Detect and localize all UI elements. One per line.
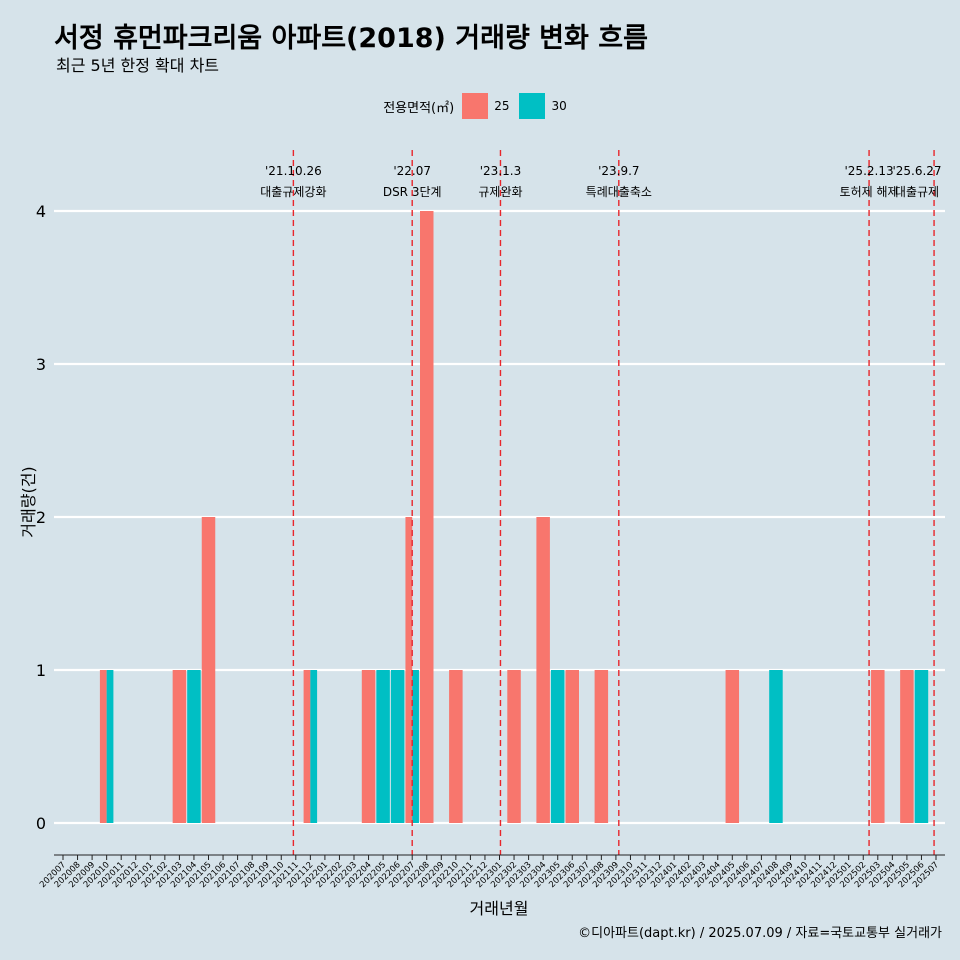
y-tick-label-0: 0	[36, 814, 46, 833]
bar-25-202405	[725, 670, 740, 823]
bar-25-202304	[536, 517, 550, 823]
bar-25-202207	[405, 517, 413, 823]
caption: ©디아파트(dapt.kr) / 2025.07.09 / 자료=국토교통부 실…	[578, 926, 942, 941]
bar-30-202112	[310, 670, 318, 823]
y-tick-label-2: 2	[36, 508, 46, 527]
legend-label-30: 30	[551, 99, 567, 113]
chart-subtitle: 최근 5년 한정 확대 차트	[56, 56, 220, 75]
bar-30-202305	[550, 670, 565, 823]
chart-title: 서정 휴먼파크리움 아파트(2018) 거래량 변화 흐름	[54, 23, 648, 54]
event-date-4: '25.2.13	[845, 164, 894, 178]
bar-25-202306	[565, 670, 579, 823]
x-axis-title: 거래년월	[470, 899, 529, 918]
event-label-2: 규제완화	[478, 185, 522, 199]
legend-swatch-30	[519, 93, 546, 119]
legend-item-25: 25	[462, 93, 509, 119]
event-date-1: '22.07	[393, 164, 431, 178]
event-label-4: 토허제 해제	[840, 185, 899, 199]
event-date-2: '23.1.3	[480, 164, 521, 178]
event-date-5: '25.6.27	[892, 164, 941, 178]
legend-item-30: 30	[519, 93, 567, 119]
bar-25-202503	[871, 670, 885, 823]
bar-25-202302	[507, 670, 521, 823]
bar-25-202010	[99, 670, 107, 823]
legend-swatch-25	[462, 93, 489, 119]
y-tick-label-3: 3	[36, 355, 46, 374]
bar-30-202207	[412, 670, 419, 823]
bar-25-202308	[594, 670, 609, 823]
event-label-0: 대출규제강화	[260, 185, 326, 199]
bar-25-202210	[449, 670, 463, 823]
legend: 전용면적(㎡) 25 30	[0, 93, 960, 119]
bar-25-202103	[172, 670, 187, 823]
event-date-3: '23.9.7	[598, 164, 639, 178]
bar-25-202505	[900, 670, 914, 823]
legend-title: 전용면적(㎡)	[383, 100, 455, 116]
bar-25-202112	[303, 670, 311, 823]
event-label-1: DSR 3단계	[383, 185, 442, 199]
legend-label-25: 25	[494, 99, 510, 113]
bar-30-202506	[914, 670, 929, 823]
bar-30-202408	[769, 670, 783, 823]
y-axis-title: 거래량(건)	[19, 466, 38, 537]
event-date-0: '21.10.26	[265, 164, 322, 178]
y-tick-label-4: 4	[36, 202, 46, 221]
y-tick-label-1: 1	[36, 661, 46, 680]
bar-25-202204	[361, 670, 376, 823]
bar-25-202208	[420, 211, 434, 823]
event-label-3: 특례대출축소	[586, 185, 652, 199]
bar-30-202205	[376, 670, 390, 823]
bar-25-202105	[201, 517, 216, 823]
bar-30-202010	[106, 670, 114, 823]
bar-30-202206	[390, 670, 405, 823]
bar-30-202104	[187, 670, 201, 823]
event-label-5: 대출규제	[895, 185, 939, 199]
